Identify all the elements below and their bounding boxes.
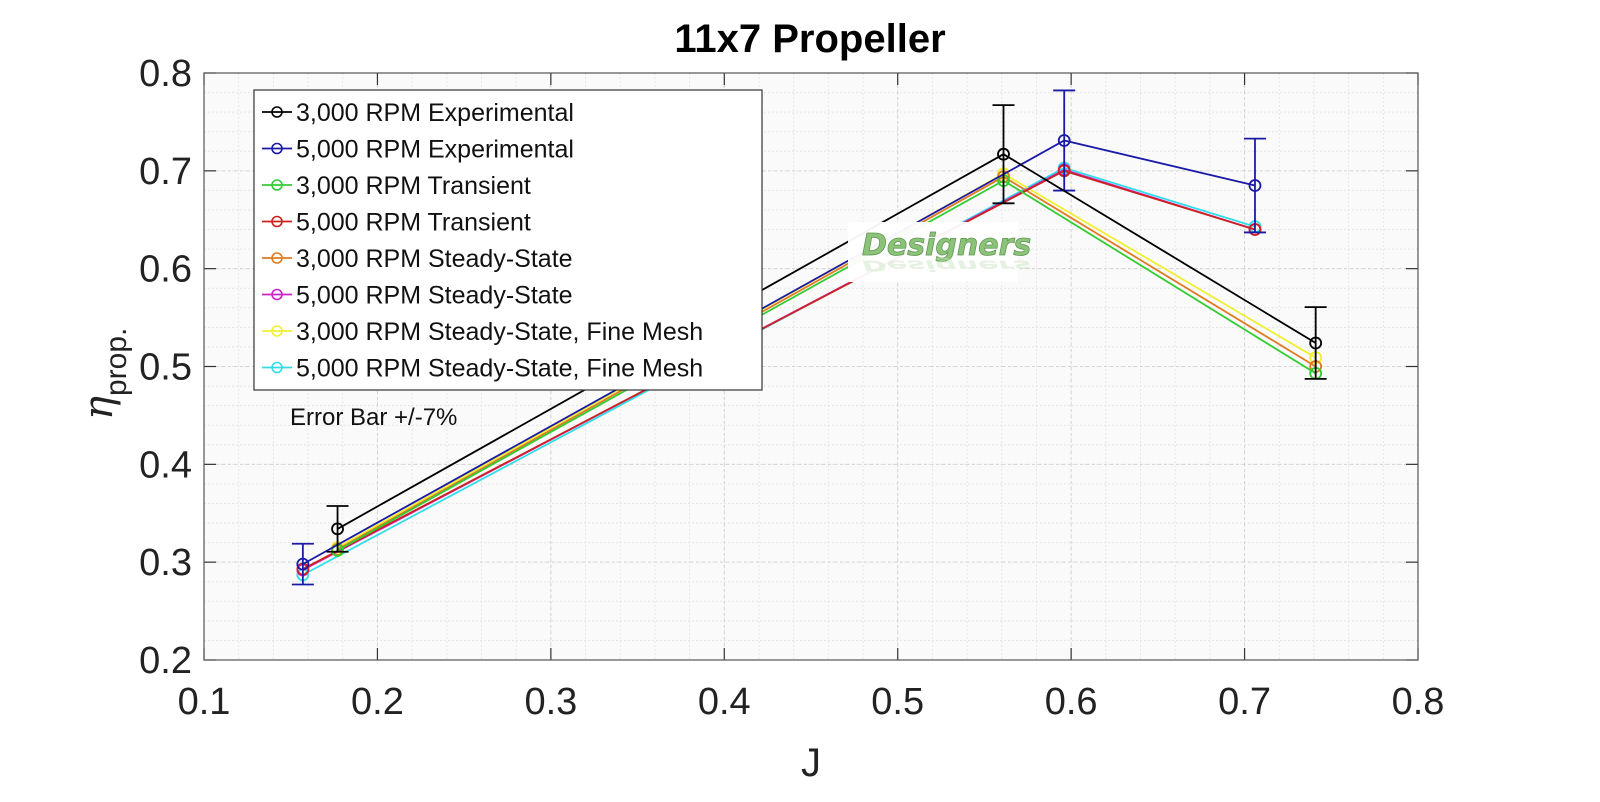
x-axis-label: J (801, 741, 821, 785)
legend-item: 5,000 RPM Steady-State (262, 282, 573, 310)
data-point-marker (1309, 336, 1323, 350)
legend: 3,000 RPM Experimental 5,000 RPM Experime… (253, 89, 763, 391)
legend-label: 5,000 RPM Experimental (296, 136, 574, 164)
x-tick-label: 0.2 (351, 681, 404, 723)
legend-label: 3,000 RPM Steady-State, Fine Mesh (296, 318, 703, 346)
y-tick-label: 0.2 (139, 640, 192, 682)
error-bar-annotation: Error Bar +/-7% (290, 404, 457, 431)
data-point-marker (296, 557, 310, 571)
legend-label: 3,000 RPM Steady-State (296, 245, 573, 273)
x-tick-label: 0.6 (1045, 681, 1098, 723)
x-tick-label: 0.7 (1218, 681, 1271, 723)
series-1 (291, 89, 1266, 586)
y-tick-label: 0.6 (139, 249, 192, 291)
data-point-marker (1248, 179, 1262, 192)
x-tick-label: 0.4 (698, 681, 751, 723)
watermark-reflection: Designers (862, 257, 1031, 275)
legend-item: 3,000 RPM Steady-State, Fine Mesh (262, 318, 703, 346)
watermark: Designers Designers (848, 222, 1032, 282)
legend-item: 5,000 RPM Steady-State, Fine Mesh (262, 355, 703, 383)
data-point-marker (997, 147, 1010, 161)
legend-marker-icon (271, 288, 283, 301)
y-tick-label: 0.3 (139, 542, 192, 584)
series-0 (326, 104, 1327, 553)
x-tick-label: 0.8 (1392, 681, 1445, 723)
legend-label: 3,000 RPM Experimental (296, 99, 574, 127)
legend-item: 3,000 RPM Transient (262, 172, 531, 200)
legend-marker-icon (271, 179, 283, 191)
legend-label: 5,000 RPM Steady-State (296, 282, 573, 310)
legend-marker-icon (271, 106, 283, 118)
y-tick-label: 0.7 (139, 151, 192, 193)
watermark-text: Designers (862, 228, 1031, 263)
legend-marker-icon (271, 361, 283, 374)
legend-label: 5,000 RPM Steady-State, Fine Mesh (296, 355, 703, 383)
y-tick-label: 0.8 (139, 53, 192, 95)
legend-item: 5,000 RPM Transient (262, 209, 531, 237)
y-axis-label-subscript: prop. (100, 328, 133, 396)
legend-item: 5,000 RPM Experimental (262, 136, 574, 164)
legend-box (253, 89, 763, 391)
y-tick-label: 0.5 (139, 347, 192, 389)
y-axis-label: η prop. (76, 328, 133, 420)
x-tick-label: 0.5 (871, 681, 924, 723)
chart-title: 11x7 Propeller (674, 17, 945, 61)
data-point-marker (1057, 134, 1071, 147)
x-tick-label: 0.3 (524, 681, 577, 723)
y-tick-label: 0.4 (139, 444, 192, 486)
legend-marker-icon (271, 142, 283, 155)
data-point-marker (331, 522, 344, 536)
y-axis-label-symbol: η (76, 396, 122, 420)
plot-frame (203, 72, 1419, 661)
legend-marker-icon (271, 325, 283, 337)
legend-marker-icon (271, 215, 283, 228)
legend-item: 3,000 RPM Experimental (262, 99, 574, 127)
legend-item: 3,000 RPM Steady-State (262, 245, 573, 273)
legend-label: 5,000 RPM Transient (296, 209, 531, 237)
legend-label: 3,000 RPM Transient (296, 172, 531, 200)
legend-marker-icon (271, 252, 283, 264)
x-tick-label: 0.1 (178, 681, 231, 723)
